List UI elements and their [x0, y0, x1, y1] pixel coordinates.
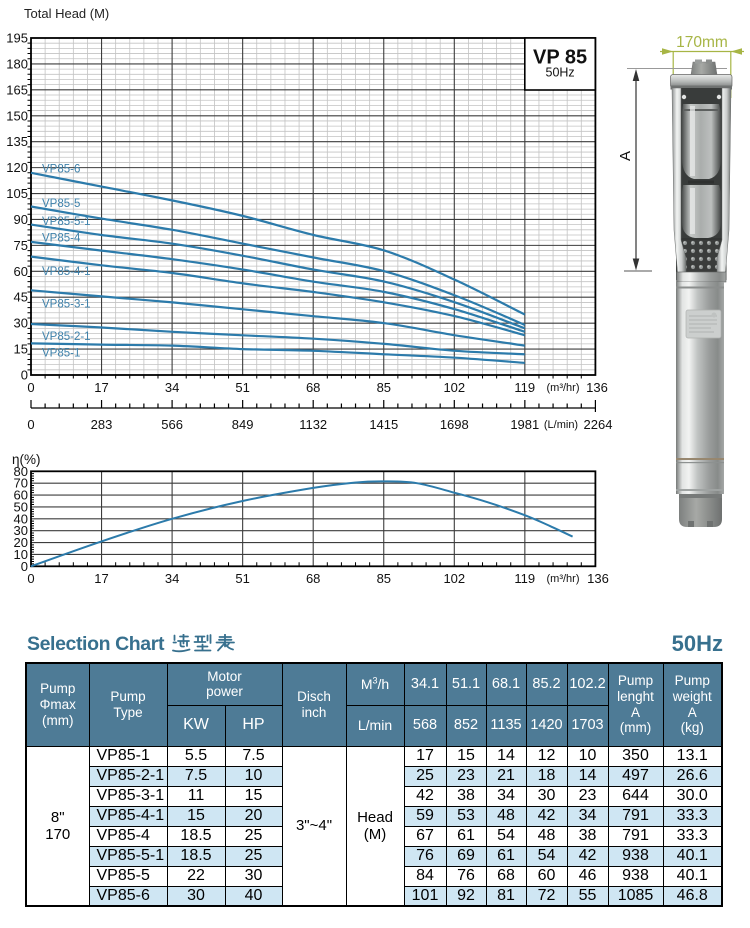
svg-text:0: 0	[27, 380, 34, 395]
svg-text:51: 51	[235, 571, 249, 586]
svg-text:17: 17	[94, 571, 108, 586]
svg-text:1698: 1698	[440, 417, 469, 432]
svg-text:VP85-5-1: VP85-5-1	[42, 216, 91, 228]
svg-text:849: 849	[232, 417, 254, 432]
svg-text:195: 195	[6, 31, 28, 46]
svg-text:60: 60	[14, 264, 28, 279]
svg-text:VP85-6: VP85-6	[42, 164, 80, 176]
svg-text:VP85-1: VP85-1	[42, 347, 80, 359]
svg-text:136: 136	[587, 571, 609, 586]
svg-text:70: 70	[14, 476, 28, 491]
svg-text:(m³/hr): (m³/hr)	[547, 573, 580, 585]
svg-text:VP 85: VP 85	[533, 47, 587, 69]
svg-text:50: 50	[14, 499, 28, 514]
svg-text:102: 102	[443, 571, 465, 586]
svg-text:90: 90	[14, 212, 28, 227]
svg-text:135: 135	[6, 134, 28, 149]
svg-text:50Hz: 50Hz	[546, 66, 575, 80]
svg-text:20: 20	[14, 535, 28, 550]
svg-text:1132: 1132	[299, 417, 327, 432]
svg-text:119: 119	[514, 571, 535, 586]
svg-text:15: 15	[14, 342, 28, 357]
svg-text:60: 60	[14, 488, 28, 503]
svg-text:283: 283	[91, 417, 113, 432]
svg-text:Total Head (M): Total Head (M)	[24, 6, 109, 21]
svg-text:85: 85	[377, 380, 391, 395]
svg-text:40: 40	[14, 511, 28, 526]
svg-text:45: 45	[14, 290, 28, 305]
svg-text:34: 34	[165, 571, 179, 586]
svg-text:VP85-4-1: VP85-4-1	[42, 266, 91, 278]
svg-text:0: 0	[27, 571, 34, 586]
svg-text:85: 85	[377, 571, 391, 586]
svg-text:1981: 1981	[510, 417, 539, 432]
svg-text:119: 119	[514, 380, 535, 395]
svg-text:30: 30	[14, 523, 28, 538]
svg-text:75: 75	[14, 238, 28, 253]
svg-text:80: 80	[14, 464, 28, 479]
svg-text:A: A	[617, 151, 634, 161]
svg-text:180: 180	[6, 56, 28, 71]
svg-text:VP85-5: VP85-5	[42, 198, 80, 210]
svg-text:34: 34	[165, 380, 179, 395]
svg-text:120: 120	[6, 160, 28, 175]
svg-text:68: 68	[306, 380, 320, 395]
svg-text:VP85-3-1: VP85-3-1	[42, 299, 91, 311]
svg-text:(L/min): (L/min)	[544, 419, 578, 431]
svg-text:0: 0	[27, 417, 34, 432]
svg-text:17: 17	[94, 380, 108, 395]
svg-text:0: 0	[21, 368, 28, 383]
svg-text:2264: 2264	[584, 417, 613, 432]
svg-text:105: 105	[6, 186, 28, 201]
svg-text:0: 0	[21, 559, 28, 574]
svg-text:η(%): η(%)	[12, 452, 41, 467]
svg-text:(m³/hr): (m³/hr)	[547, 382, 580, 394]
svg-text:68: 68	[306, 571, 320, 586]
svg-text:150: 150	[6, 108, 28, 123]
svg-text:VP85-4: VP85-4	[42, 233, 81, 245]
svg-text:136: 136	[586, 380, 608, 395]
svg-text:VP85-2-1: VP85-2-1	[42, 331, 91, 343]
svg-text:51: 51	[235, 380, 249, 395]
svg-text:165: 165	[6, 82, 28, 97]
svg-text:1415: 1415	[369, 417, 398, 432]
svg-text:102: 102	[443, 380, 465, 395]
svg-text:10: 10	[14, 547, 28, 562]
svg-text:30: 30	[14, 316, 28, 331]
svg-text:566: 566	[161, 417, 183, 432]
svg-text:170mm: 170mm	[676, 34, 728, 51]
